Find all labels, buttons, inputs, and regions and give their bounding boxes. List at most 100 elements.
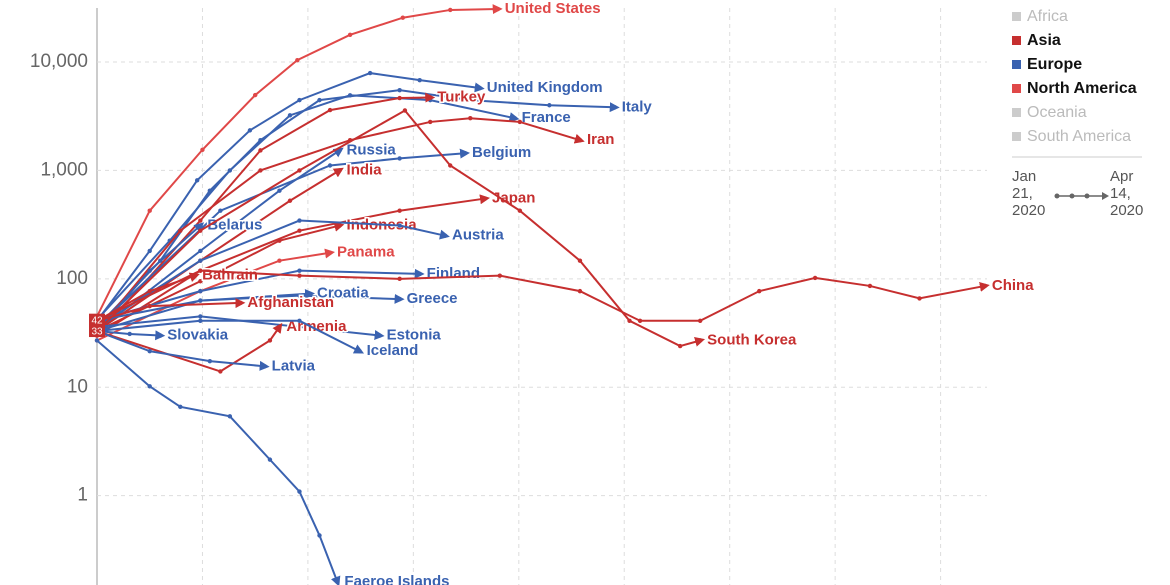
series-label: Croatia — [317, 285, 369, 302]
data-point — [357, 349, 362, 354]
data-point — [495, 6, 500, 12]
series-label: Afghanistan — [247, 294, 334, 311]
data-point — [218, 208, 223, 213]
series-label: Estonia — [387, 326, 442, 343]
data-point — [347, 93, 353, 98]
data-point — [267, 338, 273, 343]
y-tick-label: 1,000 — [40, 159, 88, 180]
data-point — [448, 7, 453, 13]
data-point — [612, 105, 617, 110]
data-point — [178, 404, 183, 410]
data-point — [262, 364, 267, 369]
data-point — [200, 147, 205, 152]
data-point — [477, 85, 482, 91]
data-point — [207, 358, 213, 364]
data-point — [198, 298, 203, 303]
series-label: Iran — [587, 131, 615, 148]
data-point — [757, 288, 762, 294]
data-point — [194, 178, 200, 183]
data-point — [327, 107, 333, 113]
data-point — [448, 163, 453, 168]
data-point — [517, 208, 523, 213]
data-point — [198, 268, 203, 273]
data-point — [428, 119, 433, 125]
data-point — [917, 296, 922, 301]
data-point — [297, 268, 302, 273]
series-label: Finland — [427, 265, 480, 282]
y-tick-label: 10 — [67, 376, 88, 397]
series-label: Austria — [452, 227, 504, 244]
series-label: India — [347, 161, 383, 178]
series-label: Bahrain — [202, 267, 258, 284]
data-point — [227, 168, 233, 173]
data-point — [252, 92, 258, 98]
legend-swatch — [1012, 132, 1021, 141]
data-point — [400, 15, 406, 20]
series-line — [96, 322, 283, 373]
data-point — [307, 291, 313, 296]
data-point — [335, 579, 340, 585]
data-point — [258, 168, 263, 173]
series-label: Turkey — [437, 89, 486, 106]
time-start: Jan 21, 2020 — [1012, 168, 1046, 219]
series-label: China — [992, 277, 1034, 294]
legend-label: South America — [1027, 128, 1131, 145]
data-point — [238, 300, 243, 306]
data-point — [468, 116, 473, 121]
series-line — [96, 319, 365, 354]
data-point — [377, 333, 382, 338]
data-point — [397, 156, 402, 161]
data-point — [198, 314, 203, 319]
data-point — [287, 198, 293, 203]
data-point — [982, 283, 988, 289]
data-point — [127, 331, 132, 337]
data-point — [198, 248, 203, 254]
data-point — [297, 489, 302, 494]
data-point — [287, 113, 293, 118]
series-label: Belgium — [472, 144, 531, 161]
series-line — [96, 72, 485, 322]
data-point — [577, 288, 583, 294]
data-point — [247, 128, 253, 133]
data-point — [147, 208, 152, 213]
data-point — [267, 457, 273, 462]
data-point — [697, 318, 703, 324]
data-point — [397, 208, 402, 213]
series-line — [96, 109, 705, 348]
series-label: Belarus — [207, 217, 262, 234]
data-point — [297, 273, 302, 278]
data-point — [297, 218, 302, 223]
data-point — [482, 196, 488, 201]
data-point — [147, 288, 152, 294]
series-label: France — [522, 109, 571, 126]
data-point — [198, 258, 203, 263]
data-point — [147, 349, 152, 354]
data-point — [337, 223, 342, 228]
data-point — [367, 70, 373, 76]
time-arrow — [1102, 192, 1109, 200]
legend-swatch — [1012, 108, 1021, 117]
data-point — [295, 57, 300, 63]
legend-swatch — [1012, 12, 1021, 21]
start-label: 33 — [91, 327, 103, 338]
series-label: Russia — [347, 141, 397, 158]
data-point — [417, 271, 422, 277]
series-line — [96, 330, 270, 371]
legend-label: Oceania — [1027, 104, 1087, 121]
series-label: Italy — [622, 98, 653, 115]
data-point — [347, 32, 353, 38]
data-point — [337, 168, 342, 173]
data-point — [468, 97, 473, 103]
data-point — [297, 324, 302, 330]
data-point — [317, 533, 322, 538]
data-point — [428, 95, 433, 100]
data-point — [198, 223, 203, 228]
legend-label: Africa — [1027, 8, 1068, 25]
data-point — [397, 223, 402, 228]
data-point — [512, 116, 517, 121]
data-point — [277, 188, 282, 193]
time-dot — [1054, 193, 1060, 199]
data-point — [812, 275, 818, 281]
data-point — [158, 333, 163, 338]
